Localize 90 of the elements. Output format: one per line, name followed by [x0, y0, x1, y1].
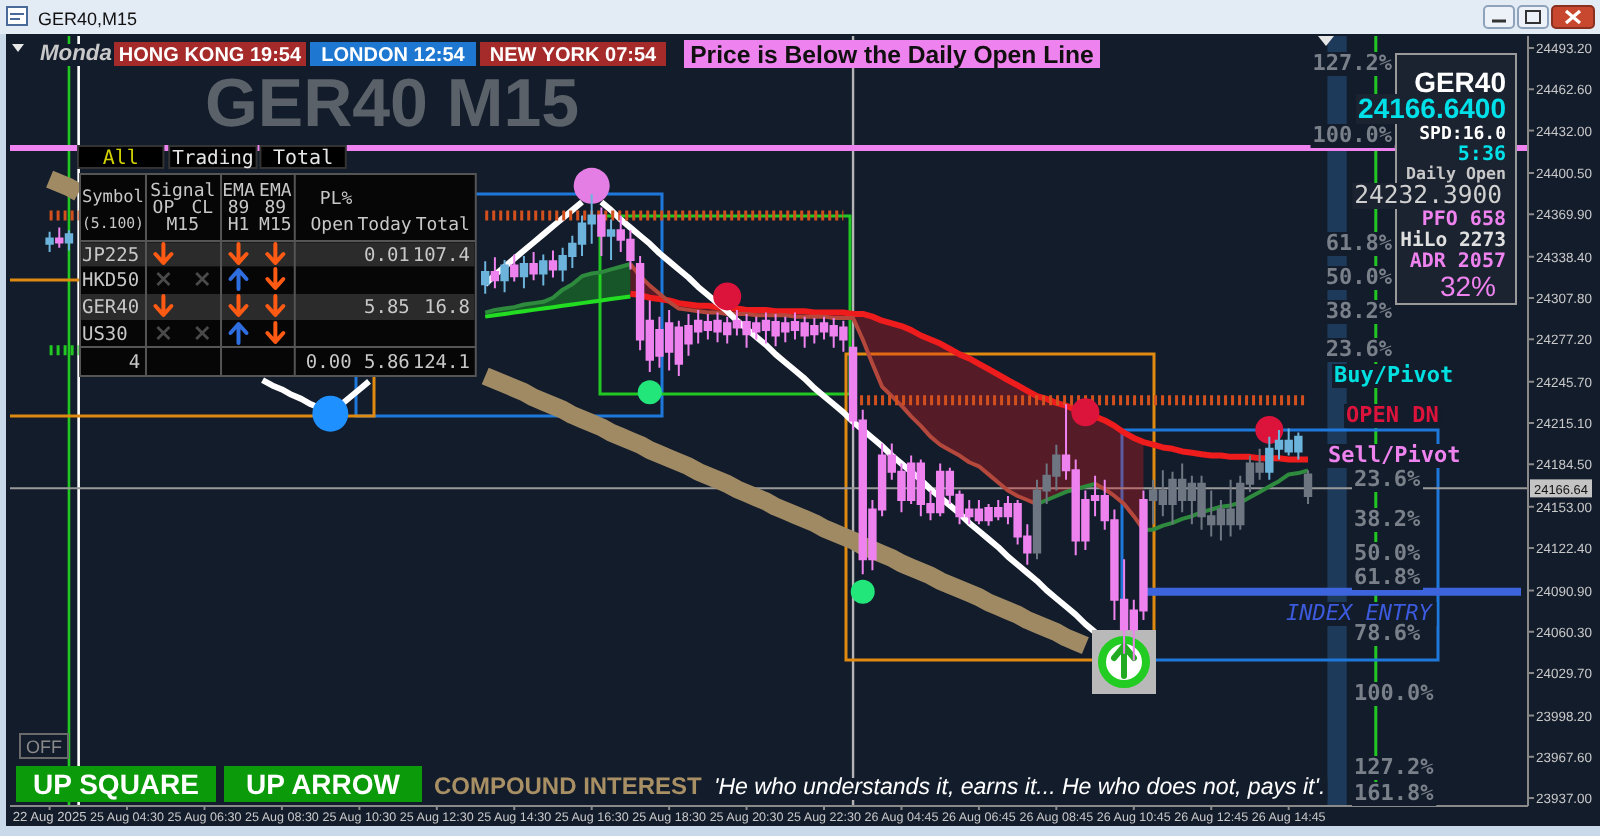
candlestick — [64, 229, 74, 252]
candlestick — [519, 254, 529, 290]
annotation: UP SQUARE — [33, 768, 199, 800]
point — [637, 380, 662, 405]
annotation: GER40 — [1414, 66, 1507, 98]
line-series — [628, 262, 1039, 507]
annotation: Total — [272, 148, 334, 170]
annotation: Total — [415, 216, 470, 236]
candlestick — [597, 206, 606, 257]
annotation: M15 — [166, 216, 200, 236]
annotation: 89 — [227, 199, 250, 219]
annotation: 4 — [128, 352, 141, 374]
point — [1255, 415, 1284, 444]
annotation: OFF — [26, 737, 63, 757]
annotation: All — [102, 148, 139, 170]
annotation: PL% — [319, 190, 354, 210]
annotation: 'He who understands it, earns it... He who does not, pays it'. — [714, 776, 1326, 800]
annotation: EMA — [259, 182, 293, 202]
annotation: 124.1 — [412, 352, 471, 374]
annotation: US30 — [81, 324, 129, 346]
annotation: 0.01 — [364, 245, 411, 267]
annotation: 100.0% — [1354, 680, 1435, 706]
annotation: PFO 658 — [1421, 209, 1506, 231]
annotation: SPD:16.0 — [1419, 125, 1506, 145]
point — [1071, 398, 1100, 427]
candlestick — [481, 260, 490, 295]
annotation: CL — [191, 199, 214, 219]
annotation: HKD50 — [81, 270, 140, 292]
candlestick — [539, 253, 548, 287]
annotation: 89 — [264, 199, 287, 219]
line-series — [483, 294, 633, 319]
candlestick — [606, 218, 616, 261]
annotation: 5.86 — [364, 352, 411, 374]
annotation: Today — [357, 216, 413, 236]
candlestick — [55, 226, 64, 249]
point — [312, 395, 349, 432]
annotation: 127.2% — [1354, 754, 1435, 780]
annotation: 24166.6400 — [1358, 92, 1507, 124]
annotation: Monda — [40, 42, 112, 66]
annotation: 5.85 — [364, 297, 410, 319]
candlestick — [500, 258, 509, 294]
annotation: 61.8% — [1354, 564, 1421, 590]
annotation: 0.00 — [305, 352, 353, 374]
annotation: Buy/Pivot — [1334, 362, 1454, 388]
annotation: 38.2% — [1354, 506, 1421, 532]
annotation: INDEX ENTRY — [1286, 600, 1435, 626]
annotation: OPEN DN — [1346, 402, 1439, 428]
annotation: 16.8 — [424, 297, 471, 319]
annotation: H1 — [227, 216, 250, 236]
annotation: OP — [152, 199, 176, 219]
annotation: Sell/Pivot — [1328, 442, 1461, 468]
annotation: 38.2% — [1325, 298, 1393, 324]
annotation: 127.2% — [1312, 50, 1393, 76]
annotation: JP225 — [81, 245, 140, 267]
candlestick — [490, 256, 500, 290]
annotation: Signal — [150, 182, 216, 202]
annotation: M15 — [259, 216, 292, 236]
annotation: UP ARROW — [246, 768, 402, 800]
annotation: EMA — [222, 182, 256, 202]
point — [573, 167, 610, 204]
annotation: 107.4 — [412, 245, 471, 267]
chart-title: GER40 M15 — [204, 66, 580, 142]
annotation: 61.8% — [1325, 230, 1393, 256]
annotation: 5:36 — [1457, 144, 1506, 166]
annotation: 50.0% — [1325, 264, 1393, 290]
annotation: ADR 2057 — [1409, 251, 1506, 273]
candlestick — [45, 230, 54, 253]
annotation: Symbol — [81, 188, 144, 208]
candlestick — [1303, 469, 1313, 506]
point — [713, 282, 742, 311]
annotation: Open — [310, 216, 354, 236]
annotation: LONDON 12:54 — [321, 45, 466, 67]
annotation: 78.6% — [1354, 620, 1421, 646]
candlestick — [510, 253, 519, 283]
candlestick — [548, 249, 558, 279]
annotation: 24232.3900 — [1354, 181, 1502, 209]
candlestick — [529, 250, 538, 282]
annotation: 100.0% — [1312, 122, 1393, 148]
annotation: 32% — [1439, 270, 1497, 302]
annotation: 161.8% — [1354, 780, 1435, 806]
annotation: NEW YORK 07:54 — [489, 45, 658, 67]
text: GER40,M15 — [38, 9, 138, 29]
annotation: HiLo 2273 — [1400, 230, 1507, 252]
annotation: 50.0% — [1354, 540, 1421, 566]
point — [850, 579, 875, 604]
annotation: GER40 — [81, 297, 140, 319]
annotation: COMPOUND INTEREST — [434, 772, 704, 800]
annotation: 23.6% — [1325, 336, 1393, 362]
annotation: 23.6% — [1354, 466, 1421, 492]
annotation: Daily Open — [1406, 163, 1507, 183]
